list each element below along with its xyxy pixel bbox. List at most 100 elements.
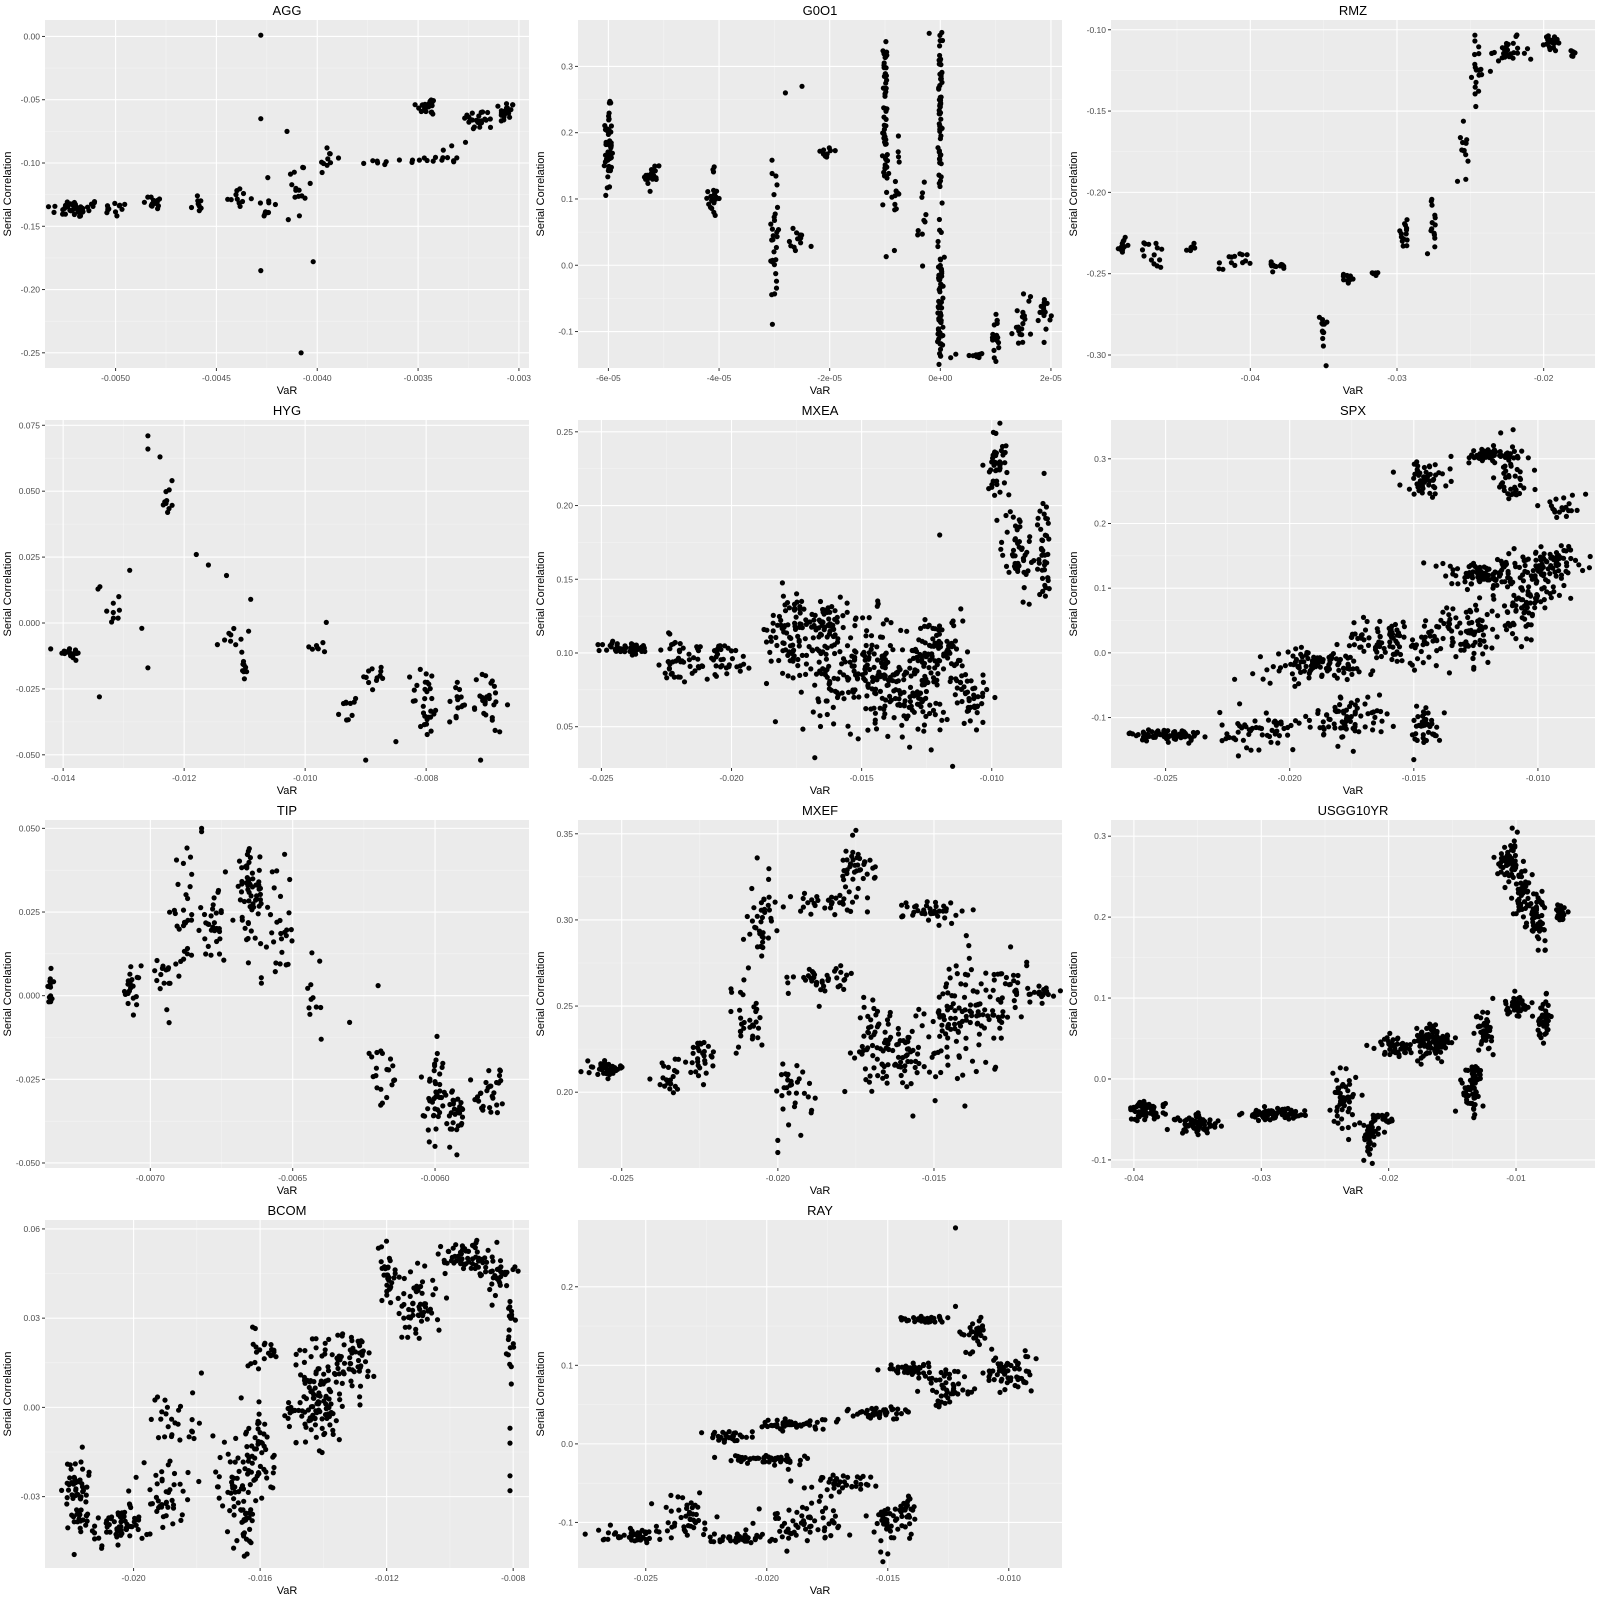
data-point (1302, 1108, 1308, 1114)
data-point (1411, 461, 1417, 467)
data-point (391, 1077, 397, 1084)
data-point (606, 129, 612, 135)
data-point (1500, 464, 1507, 470)
data-point (1024, 963, 1030, 969)
data-point (1334, 1077, 1340, 1083)
data-point (1381, 645, 1387, 652)
data-point (933, 700, 939, 706)
data-point (1505, 571, 1511, 577)
data-point (1411, 491, 1417, 497)
data-point (895, 1031, 902, 1037)
data-point (808, 911, 814, 917)
data-point (952, 1015, 958, 1021)
data-point (1302, 1112, 1308, 1118)
data-point (378, 1102, 384, 1108)
data-point (1020, 321, 1026, 327)
data-point (887, 1009, 893, 1016)
data-point (757, 1015, 763, 1021)
data-point (1424, 1025, 1430, 1031)
data-point (127, 971, 133, 977)
data-point (1461, 647, 1467, 653)
data-point (1525, 455, 1531, 461)
data-point (930, 910, 936, 917)
data-point (1538, 544, 1544, 550)
data-point (411, 687, 417, 693)
data-point (937, 346, 944, 352)
data-point (695, 646, 701, 652)
data-point (1513, 881, 1519, 887)
data-point (252, 935, 258, 941)
data-point (449, 143, 455, 149)
data-point (1038, 526, 1044, 532)
data-point (477, 1090, 483, 1096)
data-point (808, 243, 814, 249)
data-point (832, 632, 838, 638)
data-point (491, 683, 497, 689)
data-point (783, 647, 789, 653)
x-tick-label: -0.010 (293, 773, 317, 783)
data-point (1461, 147, 1467, 154)
data-point (708, 1053, 714, 1059)
data-point (993, 450, 1000, 456)
data-point (899, 902, 905, 908)
data-point (1217, 709, 1223, 716)
data-point (817, 713, 823, 719)
data-point (1510, 874, 1516, 881)
data-point (483, 712, 489, 718)
data-point (221, 957, 227, 963)
data-point (272, 969, 278, 975)
data-point (1509, 631, 1516, 637)
data-point (239, 649, 245, 655)
data-point (938, 116, 944, 122)
data-point (872, 710, 879, 716)
data-point (868, 1017, 874, 1023)
data-point (1399, 238, 1405, 244)
data-point (240, 190, 247, 197)
y-tick-label: 0.1 (1094, 583, 1106, 593)
data-point (884, 1080, 890, 1086)
data-point (794, 599, 800, 605)
data-point (1387, 1051, 1393, 1058)
data-point (803, 661, 810, 667)
data-point (122, 201, 128, 207)
data-point (1253, 724, 1259, 731)
data-point (775, 1137, 781, 1143)
data-point (713, 673, 720, 679)
data-point (1348, 634, 1354, 640)
data-point (1027, 331, 1034, 337)
data-point (921, 1064, 927, 1070)
data-point (1320, 335, 1326, 342)
data-point (1411, 757, 1417, 763)
data-point (258, 941, 264, 947)
data-point (116, 607, 122, 613)
data-point (1552, 569, 1558, 575)
data-point (955, 657, 962, 664)
data-point (1390, 1049, 1396, 1055)
y-tick-label: -0.050 (16, 1158, 40, 1168)
data-point (240, 658, 247, 665)
data-point (852, 616, 859, 622)
data-point (1430, 638, 1436, 644)
data-point (1277, 665, 1284, 671)
data-point (946, 1021, 952, 1028)
y-tick-label: 0.000 (19, 991, 41, 1001)
data-point (1344, 272, 1350, 279)
data-point (861, 994, 867, 1001)
data-point (1015, 340, 1022, 346)
data-point (1172, 1117, 1178, 1123)
data-point (243, 864, 249, 870)
data-point (1433, 663, 1439, 669)
panel-title: HYG (273, 403, 301, 418)
data-point (750, 1033, 756, 1039)
data-point (1343, 1066, 1349, 1072)
y-tick-label: 0.1 (1094, 993, 1106, 1003)
data-point (433, 1057, 439, 1063)
data-point (169, 478, 175, 484)
data-point (1282, 1106, 1288, 1112)
data-point (847, 659, 853, 665)
data-point (451, 159, 457, 165)
data-point (447, 698, 453, 705)
data-point (849, 663, 855, 669)
data-point (1449, 628, 1455, 634)
data-point (945, 1035, 951, 1041)
